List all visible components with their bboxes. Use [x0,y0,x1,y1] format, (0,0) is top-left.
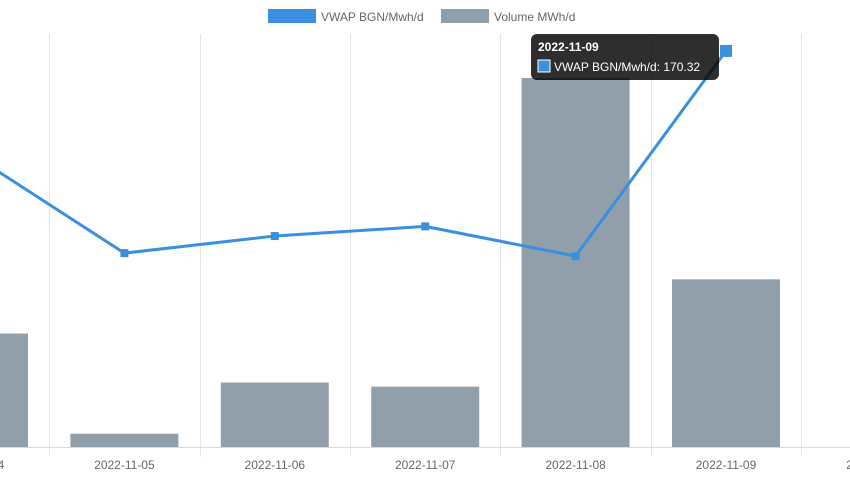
tooltip-background [531,34,719,80]
x-tick-label-2022-11-05: 2022-11-05 [94,458,155,472]
vwap-point-2022-11-06 [270,232,279,241]
tooltip-value: 170.32 [663,60,700,74]
x-tick-label-2022-11-09: 2022-11-09 [696,458,757,472]
volume-bar-2022-11-09 [672,279,780,447]
volume-bar-2022-11-05 [70,433,179,447]
legend-item-vwap[interactable]: VWAP BGN/Mwh/d [268,9,424,24]
volume-bars [0,77,780,448]
tooltip-title: 2022-11-09 [538,40,599,54]
x-tick-label-2022-11-10: 2022-11-10 [846,458,850,472]
volume-bar-2022-11-04 [0,333,28,447]
vwap-line-path [0,50,728,258]
volume-bar-2022-11-06 [220,382,329,447]
vwap-line [0,44,732,261]
legend-label-vwap: VWAP BGN/Mwh/d [321,10,424,24]
legend-swatch-volume [441,9,489,23]
volume-bar-2022-11-08 [521,77,630,448]
vwap-point-2022-11-08 [571,252,580,261]
gridlines [49,34,802,457]
tooltip: 2022-11-09 VWAP BGN/Mwh/d: 170.32 [531,34,719,80]
legend-swatch-vwap [268,9,316,23]
legend-label-volume: Volume MWh/d [494,10,575,24]
legend-item-volume[interactable]: Volume MWh/d [441,9,575,24]
tooltip-series-label: VWAP BGN/Mwh/d: 170.32 [554,60,700,74]
x-tick-label-2022-11-07: 2022-11-07 [395,458,456,472]
tooltip-series-name: VWAP BGN/Mwh/d [554,60,657,74]
x-tick-label-2022-11-08: 2022-11-08 [545,458,606,472]
x-tick-label-2022-11-04: 2022-11-04 [0,458,5,472]
vwap-point-2022-11-05 [120,249,129,258]
volume-bar-2022-11-07 [371,386,480,447]
x-tick-label-2022-11-06: 2022-11-06 [245,458,306,472]
tooltip-color-swatch [537,59,551,73]
legend[interactable]: VWAP BGN/Mwh/d Volume MWh/d [268,9,575,24]
tooltip-separator: : [657,60,664,74]
x-axis: 2022-11-04 2022-11-05 2022-11-06 2022-11-07… [0,447,850,472]
vwap-point-active-2022-11-09 [720,44,732,57]
vwap-point-2022-11-07 [421,222,430,231]
